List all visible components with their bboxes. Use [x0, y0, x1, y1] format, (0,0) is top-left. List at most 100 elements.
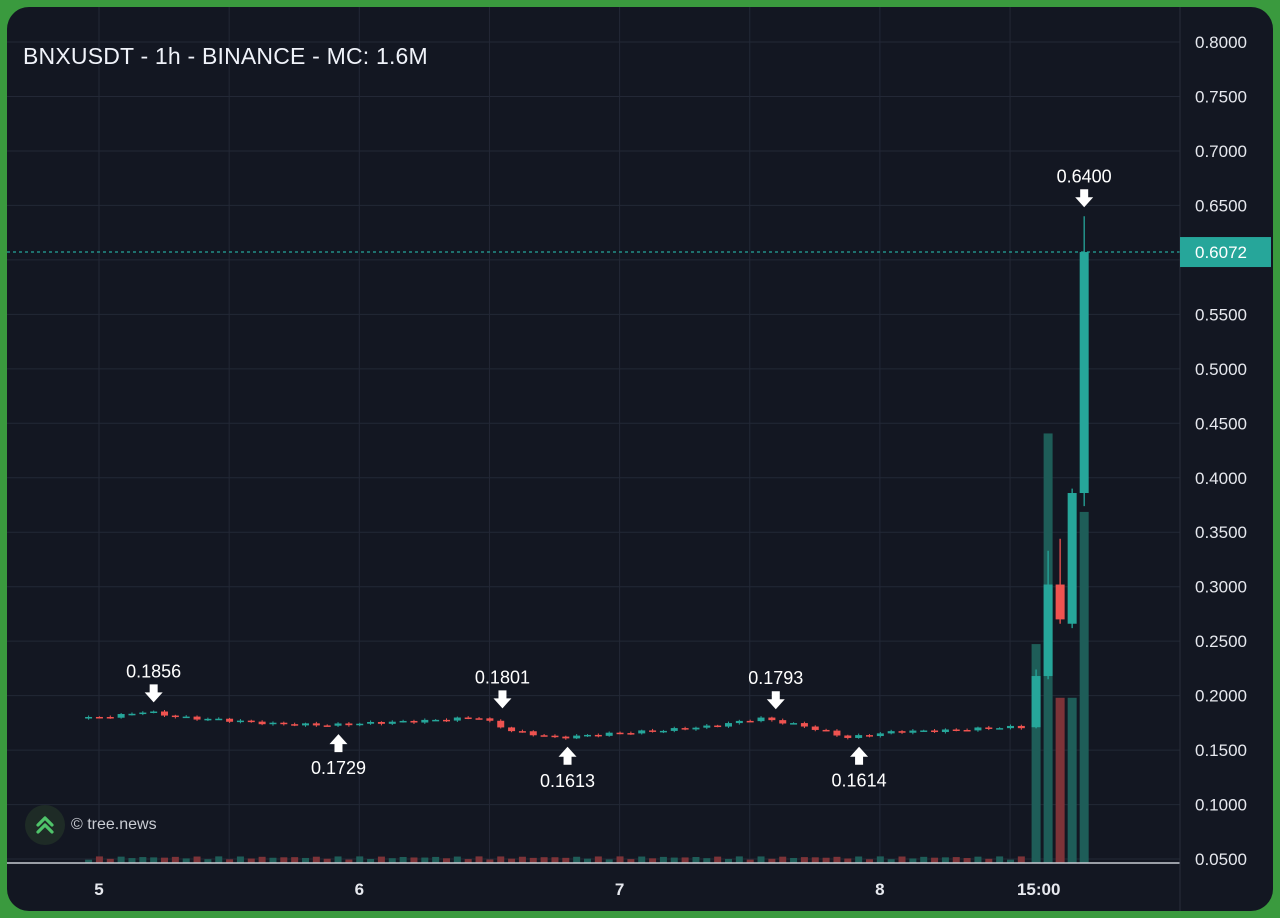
candle-body — [974, 727, 982, 731]
volume-bar — [659, 856, 667, 863]
volume-bar — [128, 858, 136, 863]
volume-bar — [193, 856, 201, 863]
volume-bar — [681, 857, 689, 863]
candle-body — [85, 716, 93, 719]
candle-body — [898, 731, 906, 733]
low-marker: 0.1613 — [540, 746, 595, 791]
candle-body — [150, 711, 158, 714]
volume-bar — [779, 856, 787, 863]
volume-bar — [703, 858, 711, 863]
x-tick-label: 8 — [875, 880, 884, 899]
y-tick-label: 0.7000 — [1195, 142, 1247, 161]
x-tick-label: 7 — [615, 880, 624, 899]
volume-bar — [833, 856, 841, 863]
volume-bar — [1017, 856, 1025, 863]
candle-body — [920, 730, 928, 732]
volume-bar — [204, 859, 212, 863]
volume-bar — [323, 858, 331, 863]
candle-body — [627, 733, 635, 735]
y-tick-label: 0.3000 — [1195, 578, 1247, 597]
candle-body — [486, 718, 494, 721]
volume-bar — [822, 857, 830, 863]
candle-body — [551, 735, 559, 738]
volume-bar — [865, 859, 873, 863]
last-price-badge — [1180, 237, 1271, 268]
volume-bar — [432, 856, 440, 863]
high-marker: 0.1801 — [475, 667, 530, 709]
volume-bar — [692, 857, 700, 863]
candle-body — [746, 720, 754, 723]
volume-bar — [464, 859, 472, 863]
candle-body — [410, 720, 418, 723]
candle-body — [822, 729, 830, 732]
candle-body — [757, 717, 765, 722]
y-tick-label: 0.6500 — [1195, 196, 1247, 215]
volume-bar — [421, 857, 429, 863]
volume-bars — [85, 433, 1089, 863]
candle-body — [334, 723, 342, 726]
candle-body — [226, 718, 234, 722]
high-marker: 0.6400 — [1057, 166, 1112, 208]
volume-bar — [811, 857, 819, 863]
volume-bar — [909, 858, 917, 863]
candle-body — [985, 727, 993, 729]
candle-body — [269, 722, 277, 725]
grid — [7, 7, 1180, 863]
candle-body — [963, 729, 971, 732]
y-tick-label: 0.2500 — [1195, 632, 1247, 651]
y-tick-label: 0.2000 — [1195, 687, 1247, 706]
arrow-down-icon — [1075, 189, 1094, 208]
volume-bar — [605, 859, 613, 863]
candle-body — [453, 717, 461, 721]
y-tick-label: 0.1000 — [1195, 796, 1247, 815]
candle-body — [540, 735, 548, 737]
volume-bar — [312, 856, 320, 863]
candle-body — [193, 716, 201, 720]
volume-bar — [876, 856, 884, 863]
candle-body — [236, 720, 244, 723]
volume-bar — [1055, 697, 1065, 863]
volume-bar — [931, 857, 939, 863]
y-tick-label: 0.3500 — [1195, 523, 1247, 542]
arrow-down-icon — [493, 690, 512, 709]
candle-body — [529, 731, 537, 736]
volume-bar — [920, 856, 928, 863]
candle-body — [670, 728, 678, 731]
y-tick-label: 0.4000 — [1195, 469, 1247, 488]
low-label: 0.1614 — [832, 771, 887, 791]
arrow-down-icon — [144, 684, 163, 703]
volume-bar — [670, 857, 678, 863]
candle-body — [703, 725, 711, 728]
candle-body — [161, 711, 169, 716]
volume-bar — [594, 856, 602, 863]
volume-bar — [182, 858, 190, 863]
volume-bar — [291, 857, 299, 863]
y-tick-label: 0.7500 — [1195, 87, 1247, 106]
arrow-down-icon — [766, 691, 785, 710]
candle-body — [508, 727, 516, 732]
volume-bar — [139, 857, 147, 863]
candlestick-chart[interactable]: 0.80000.75000.70000.65000.60000.55000.50… — [7, 7, 1273, 911]
volume-bar — [345, 859, 353, 863]
candle-body — [779, 720, 787, 724]
double-chevron-up-icon — [25, 805, 65, 845]
candle-body — [909, 730, 917, 733]
arrow-up-icon — [558, 746, 577, 765]
candle-body — [790, 723, 798, 725]
watermark-text: © tree.news — [71, 816, 157, 833]
volume-bar — [800, 857, 808, 863]
candle-body — [616, 732, 624, 735]
candles — [85, 216, 1089, 740]
volume-bar — [150, 857, 158, 863]
volume-bar — [1031, 644, 1041, 863]
candle-body — [497, 720, 505, 728]
candle-body — [312, 723, 320, 726]
volume-bar — [724, 858, 732, 863]
low-marker: 0.1614 — [832, 746, 887, 791]
volume-bar — [790, 857, 798, 863]
high-label: 0.1801 — [475, 667, 530, 687]
candle-body — [562, 736, 570, 739]
high-marker: 0.1793 — [748, 668, 803, 710]
volume-bar — [334, 856, 342, 863]
volume-bar — [746, 859, 754, 863]
